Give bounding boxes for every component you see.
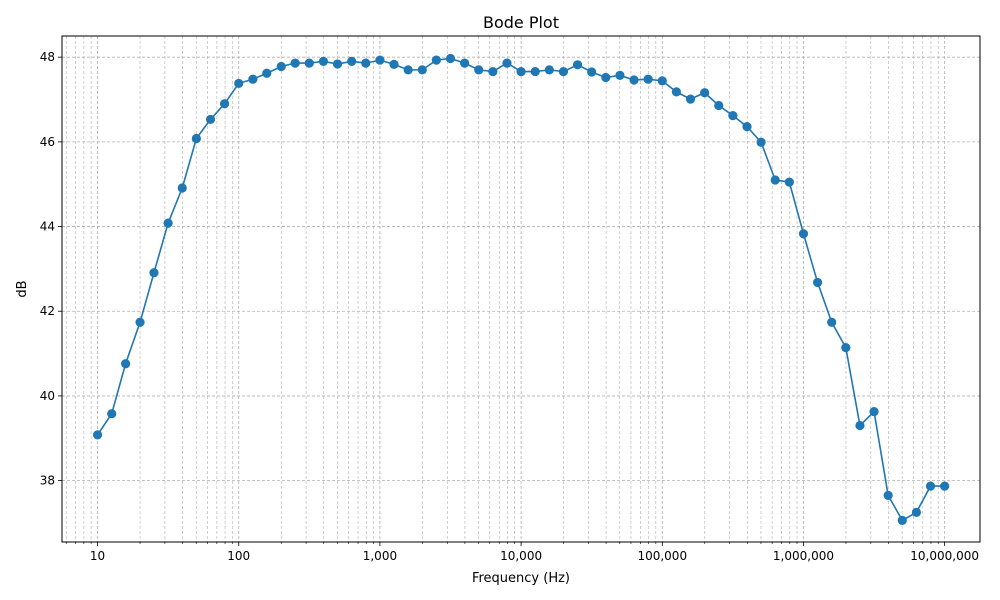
x-tick-label: 1,000,000 xyxy=(773,549,834,563)
data-point xyxy=(940,481,950,491)
data-point xyxy=(290,58,300,68)
data-point xyxy=(403,65,413,75)
data-point xyxy=(262,68,272,78)
data-point xyxy=(234,78,244,89)
data-point xyxy=(925,481,936,491)
data-point xyxy=(558,66,569,77)
x-tick-label: 10,000 xyxy=(500,549,542,563)
data-point xyxy=(375,55,385,65)
data-point xyxy=(163,218,173,228)
data-point xyxy=(332,59,343,69)
x-tick-label: 10 xyxy=(90,549,105,563)
data-point xyxy=(643,74,653,84)
data-point xyxy=(318,56,329,67)
data-point xyxy=(756,137,766,147)
data-point xyxy=(445,53,456,64)
data-point xyxy=(347,56,357,67)
data-point xyxy=(685,94,696,104)
data-point xyxy=(841,343,851,353)
data-point xyxy=(191,133,201,144)
x-tick-label: 100 xyxy=(227,549,250,563)
data-point xyxy=(812,277,823,288)
data-point xyxy=(135,317,145,327)
data-point xyxy=(615,70,625,80)
data-point xyxy=(798,229,809,239)
data-point xyxy=(742,122,752,132)
data-point xyxy=(361,58,371,68)
data-point xyxy=(92,430,103,440)
data-point xyxy=(855,420,865,431)
data-point xyxy=(304,58,314,68)
data-point xyxy=(700,88,710,98)
data-point xyxy=(417,65,427,75)
y-tick-label: 42 xyxy=(40,304,55,318)
data-point xyxy=(601,72,611,83)
data-point xyxy=(219,99,230,109)
data-point xyxy=(883,490,893,501)
data-point xyxy=(897,515,907,526)
data-point xyxy=(276,61,286,72)
data-point xyxy=(474,65,484,75)
grid-lines xyxy=(62,36,980,542)
x-axis-label: Frequency (Hz) xyxy=(472,571,570,586)
chart-title: Bode Plot xyxy=(483,13,559,32)
data-point xyxy=(205,114,216,125)
data-point xyxy=(389,59,399,69)
data-point xyxy=(827,317,837,327)
y-tick-label: 46 xyxy=(40,135,55,149)
data-point xyxy=(248,74,258,84)
data-point xyxy=(587,67,597,77)
data-point xyxy=(671,87,681,97)
y-axis-label: dB xyxy=(15,280,30,297)
data-point xyxy=(502,58,512,68)
data-point xyxy=(431,55,441,65)
data-point xyxy=(911,507,922,517)
x-tick-label: 1,000 xyxy=(363,549,397,563)
x-tick-label: 10,000,000 xyxy=(910,549,979,563)
data-point xyxy=(120,359,131,369)
data-point xyxy=(107,409,117,419)
data-point xyxy=(572,60,583,70)
y-tick-label: 40 xyxy=(40,389,55,403)
data-point xyxy=(728,111,738,121)
data-point xyxy=(460,58,470,68)
data-point xyxy=(770,175,780,185)
data-point xyxy=(530,66,540,77)
data-point xyxy=(149,268,159,278)
data-point xyxy=(784,177,794,187)
y-tick-label: 48 xyxy=(40,50,55,64)
data-point xyxy=(544,65,554,75)
data-point xyxy=(657,76,667,86)
y-tick-label: 44 xyxy=(40,220,55,234)
data-point xyxy=(516,66,526,77)
y-tick-label: 38 xyxy=(40,474,55,488)
data-point xyxy=(714,100,724,111)
data-point xyxy=(629,75,639,85)
data-point xyxy=(488,66,498,77)
data-point xyxy=(869,406,879,417)
x-tick-label: 100,000 xyxy=(637,549,687,563)
data-point xyxy=(177,183,187,193)
